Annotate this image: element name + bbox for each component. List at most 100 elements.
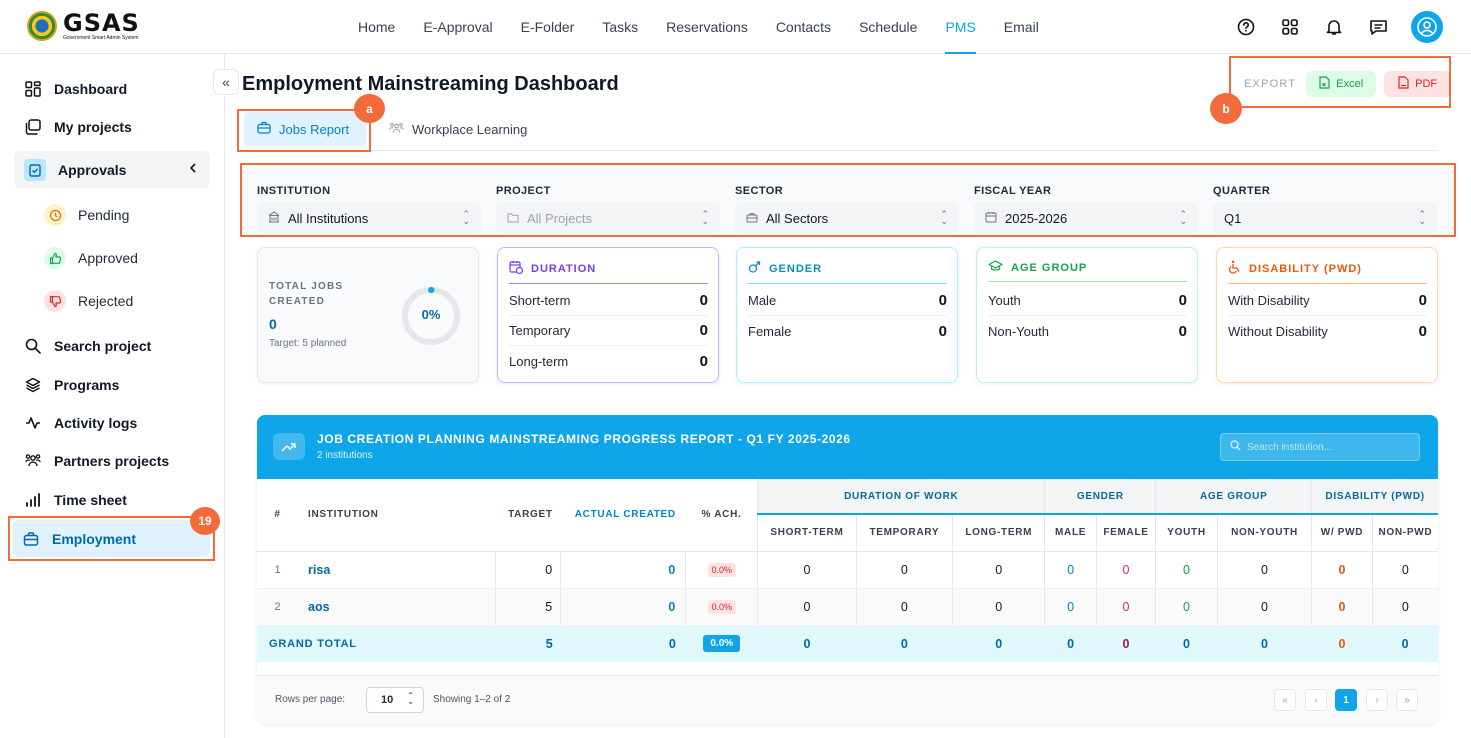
nav-email[interactable]: Email xyxy=(1003,19,1039,35)
cell-non-youth: 0 xyxy=(1216,551,1312,589)
chevron-right-icon: › xyxy=(1375,694,1379,706)
nav-reservations[interactable]: Reservations xyxy=(666,19,748,35)
logo-subtitle: Government Smart Admin System xyxy=(63,35,139,41)
cell-institution-link[interactable]: risa xyxy=(298,551,496,589)
table-footer: Rows per page: 10 ⌃ ⌄ Showing 1–2 of 2 « … xyxy=(257,675,1438,724)
apps-grid-icon[interactable] xyxy=(1279,16,1301,38)
gt-pct-cell: 0.0% xyxy=(685,625,758,662)
sidebar-item-rejected[interactable]: Rejected xyxy=(34,283,210,319)
sidebar-item-employment[interactable]: Employment xyxy=(12,520,210,557)
sidebar-item-approvals[interactable]: Approvals xyxy=(14,151,210,188)
cell-male: 0 xyxy=(1044,588,1097,626)
fiscal-year-select[interactable]: 2025-2026 ⌃ ⌄ xyxy=(974,203,1198,233)
cell-institution-link[interactable]: aos xyxy=(298,588,496,626)
collapse-sidebar-button[interactable]: « xyxy=(213,69,239,95)
sidebar-item-search-project[interactable]: Search project xyxy=(14,328,210,364)
updown-caret-icon: ⌃ ⌄ xyxy=(407,691,414,706)
activity-pulse-icon xyxy=(24,414,42,432)
rows-per-page-select[interactable]: 10 ⌃ ⌄ xyxy=(366,687,424,713)
header-male: MALE xyxy=(1044,514,1097,552)
table-row[interactable]: 2 aos 5 0 0.0% 0 0 0 0 0 0 0 0 0 xyxy=(257,588,1438,626)
cell-female: 0 xyxy=(1095,588,1156,626)
disability-card-header: DISABILITY (PWD) xyxy=(1228,260,1427,284)
nav-contacts[interactable]: Contacts xyxy=(775,19,832,35)
sidebar-item-partners-projects[interactable]: Partners projects xyxy=(14,443,210,479)
trending-up-icon xyxy=(273,433,305,460)
filter-project: PROJECT All Projects ⌃ ⌄ xyxy=(496,185,720,233)
duration-card-header: DURATION xyxy=(509,260,708,284)
sidebar-label-pending: Pending xyxy=(78,207,130,223)
cell-with-pwd: 0 xyxy=(1311,588,1373,626)
grand-total-label: GRAND TOTAL xyxy=(257,625,496,662)
table-row[interactable]: 1 risa 0 0 0.0% 0 0 0 0 0 0 0 0 0 xyxy=(257,551,1438,589)
sidebar-item-pending[interactable]: Pending xyxy=(34,197,210,233)
total-jobs-card: TOTAL JOBS CREATED 0 Target: 5 planned 0… xyxy=(257,247,479,383)
gt-long: 0 xyxy=(952,625,1045,662)
header-gender: GENDER xyxy=(1044,479,1156,515)
cell-short: 0 xyxy=(757,551,857,589)
rows-per-page-value: 10 xyxy=(381,694,394,706)
progress-ring: 0% xyxy=(400,285,462,347)
project-select[interactable]: All Projects ⌃ ⌄ xyxy=(496,203,720,233)
duration-title: DURATION xyxy=(531,262,597,275)
help-icon[interactable] xyxy=(1235,16,1257,38)
header-youth: YOUTH xyxy=(1155,514,1218,552)
bell-icon[interactable] xyxy=(1323,16,1345,38)
filter-project-label: PROJECT xyxy=(496,185,551,197)
next-page-button[interactable]: › xyxy=(1366,689,1388,711)
sidebar-item-my-projects[interactable]: My projects xyxy=(14,109,210,145)
last-page-button[interactable]: » xyxy=(1396,689,1418,711)
report-panel: JOB CREATION PLANNING MAINSTREAMING PROG… xyxy=(257,415,1438,724)
nav-pms[interactable]: PMS xyxy=(931,0,989,54)
nav-e-approval[interactable]: E-Approval xyxy=(423,19,493,35)
sidebar-item-approved[interactable]: Approved xyxy=(34,240,210,276)
export-pdf-button[interactable]: PDF xyxy=(1384,71,1452,97)
clipboard-check-icon xyxy=(24,158,46,181)
sidebar-item-activity-logs[interactable]: Activity logs xyxy=(14,405,210,441)
updown-caret-icon: ⌃ ⌄ xyxy=(940,209,948,226)
disability-card: DISABILITY (PWD) With Disability 0 Withou… xyxy=(1216,247,1438,383)
first-page-button[interactable]: « xyxy=(1274,689,1296,711)
tab-jobs-report[interactable]: Jobs Report xyxy=(244,112,366,146)
export-excel-button[interactable]: Excel xyxy=(1306,71,1377,97)
user-avatar[interactable] xyxy=(1411,11,1443,43)
nav-home[interactable]: Home xyxy=(358,19,396,35)
sidebar-item-programs[interactable]: Programs xyxy=(14,367,210,403)
report-subtitle: 2 institutions xyxy=(317,450,373,461)
gender-row-label: Female xyxy=(748,323,792,339)
institution-search-input[interactable] xyxy=(1247,441,1407,453)
page-button-current[interactable]: 1 xyxy=(1335,689,1357,711)
duration-row-value: 0 xyxy=(699,322,708,339)
sidebar-label-search-project: Search project xyxy=(54,338,152,354)
sector-select[interactable]: All Sectors ⌃ ⌄ xyxy=(735,203,959,233)
institution-select[interactable]: All Institutions ⌃ ⌄ xyxy=(257,203,481,233)
gender-title: GENDER xyxy=(769,262,823,275)
report-table: # INSTITUTION TARGET ACTUAL CREATED % AC… xyxy=(257,479,1438,662)
nav-schedule[interactable]: Schedule xyxy=(859,19,918,35)
sidebar-item-dashboard[interactable]: Dashboard xyxy=(14,71,210,107)
age-group-card-header: AGE GROUP xyxy=(988,260,1187,282)
calendar-clock-icon xyxy=(509,260,524,277)
building-icon xyxy=(268,210,280,226)
duration-row: Short-term 0 xyxy=(509,286,708,316)
duration-row-value: 0 xyxy=(699,292,708,309)
pdf-label: PDF xyxy=(1415,78,1438,90)
quarter-select[interactable]: Q1 ⌃ ⌄ xyxy=(1213,203,1437,233)
gender-row-label: Male xyxy=(748,293,777,308)
disability-row-label: With Disability xyxy=(1228,293,1310,308)
prev-page-button[interactable]: ‹ xyxy=(1305,689,1327,711)
app-logo[interactable]: GSAS Government Smart Admin System xyxy=(27,11,140,41)
nav-e-folder[interactable]: E-Folder xyxy=(520,19,575,35)
duration-row-label: Long-term xyxy=(509,353,569,369)
chat-icon[interactable] xyxy=(1367,16,1389,38)
rows-per-page-label: Rows per page: xyxy=(275,694,346,705)
filter-sector: SECTOR All Sectors ⌃ ⌄ xyxy=(735,185,959,233)
nav-tasks[interactable]: Tasks xyxy=(602,19,639,35)
age-row-label: Youth xyxy=(988,293,1021,308)
tab-workplace-learning[interactable]: Workplace Learning xyxy=(389,112,527,146)
report-title: JOB CREATION PLANNING MAINSTREAMING PROG… xyxy=(317,432,851,446)
sidebar-label-rejected: Rejected xyxy=(78,293,134,309)
top-bar: GSAS Government Smart Admin System Home … xyxy=(0,0,1471,54)
users-group-icon xyxy=(24,452,42,470)
sidebar-item-time-sheet[interactable]: Time sheet xyxy=(14,482,210,518)
